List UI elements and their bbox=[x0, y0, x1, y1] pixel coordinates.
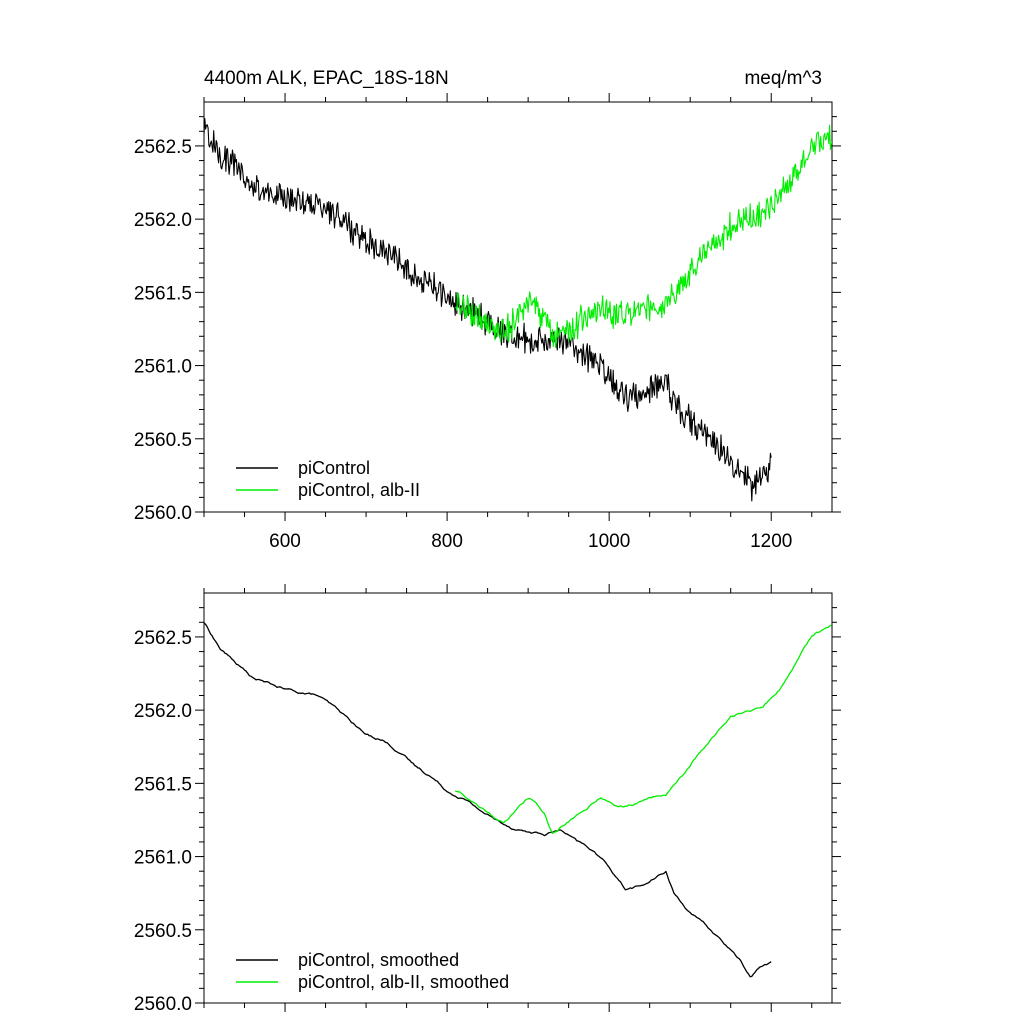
x-tick-label: 800 bbox=[431, 531, 463, 552]
x-tick-label: 600 bbox=[269, 531, 301, 552]
y-tick-label: 2561.5 bbox=[134, 774, 192, 795]
y-tick-label: 2561.0 bbox=[134, 357, 192, 378]
chart-title: 4400m ALK, EPAC_18S-18N bbox=[204, 68, 449, 89]
series-line-alb-ii bbox=[455, 124, 832, 349]
series-line-picontrol bbox=[204, 622, 772, 978]
y-tick-label: 2562.5 bbox=[134, 137, 192, 158]
y-tick-label: 2562.5 bbox=[134, 628, 192, 649]
y-tick-label: 2560.0 bbox=[134, 503, 192, 524]
top-panel: 600 800 1000 1200 2560.0 2560.5 2561.0 2561.5 25… bbox=[134, 93, 841, 552]
y-tick-label: 2562.0 bbox=[134, 701, 192, 722]
bottom-panel: 2560.0 2560.5 2561.0 2561.5 2562.0 2562.5 piCo… bbox=[134, 584, 841, 1015]
legend-label: piControl, smoothed bbox=[298, 950, 459, 970]
plot-frame bbox=[203, 592, 833, 1004]
y-tick-label: 2562.0 bbox=[134, 210, 192, 231]
series-line-picontrol bbox=[204, 118, 772, 502]
legend-label: piControl, alb-II bbox=[298, 480, 420, 500]
y-tick-label: 2560.0 bbox=[134, 994, 192, 1015]
legend-label: piControl, alb-II, smoothed bbox=[298, 972, 509, 992]
y-tick-label: 2561.0 bbox=[134, 848, 192, 869]
x-tick-label: 1200 bbox=[750, 531, 792, 552]
y-tick-label: 2561.5 bbox=[134, 283, 192, 304]
legend-label: piControl bbox=[298, 458, 370, 478]
chart-units: meq/m^3 bbox=[744, 68, 822, 89]
y-tick-label: 2560.5 bbox=[134, 921, 192, 942]
x-tick-label: 1000 bbox=[588, 531, 630, 552]
plot-frame bbox=[203, 101, 833, 513]
y-tick-label: 2560.5 bbox=[134, 430, 192, 451]
series-line-alb-ii bbox=[455, 624, 832, 834]
